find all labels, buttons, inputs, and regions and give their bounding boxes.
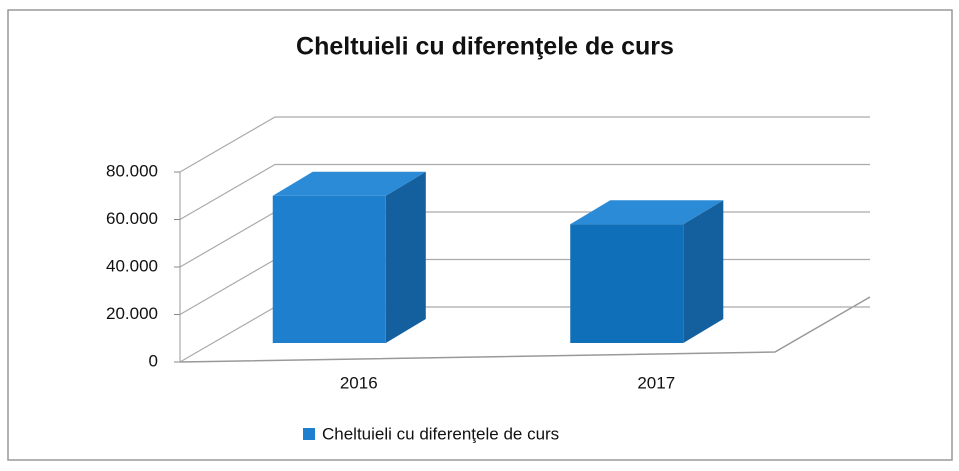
y-tick-label: 60.000 (106, 209, 158, 228)
floor (179, 296, 871, 363)
grid-line (179, 163, 870, 221)
legend-swatch (303, 428, 315, 440)
bar-side (385, 171, 426, 343)
x-tick-label: 2017 (637, 373, 675, 392)
x-tick-label: 2016 (340, 373, 378, 392)
y-tick-label: 0 (149, 351, 158, 370)
bar-top (570, 200, 724, 225)
bar (272, 195, 386, 343)
y-tick-label: 20.000 (106, 304, 158, 323)
y-tick-label: 40.000 (106, 256, 158, 275)
bar-top (272, 171, 426, 196)
grid-line (179, 116, 870, 173)
bar-side (683, 200, 724, 343)
y-tick-label: 80.000 (106, 161, 158, 180)
chart-title: Cheltuieli cu diferenţele de curs (296, 33, 674, 61)
bar (570, 224, 684, 343)
chart-frame (7, 9, 953, 461)
legend-label: Cheltuieli cu diferenţele de curs (322, 424, 559, 443)
